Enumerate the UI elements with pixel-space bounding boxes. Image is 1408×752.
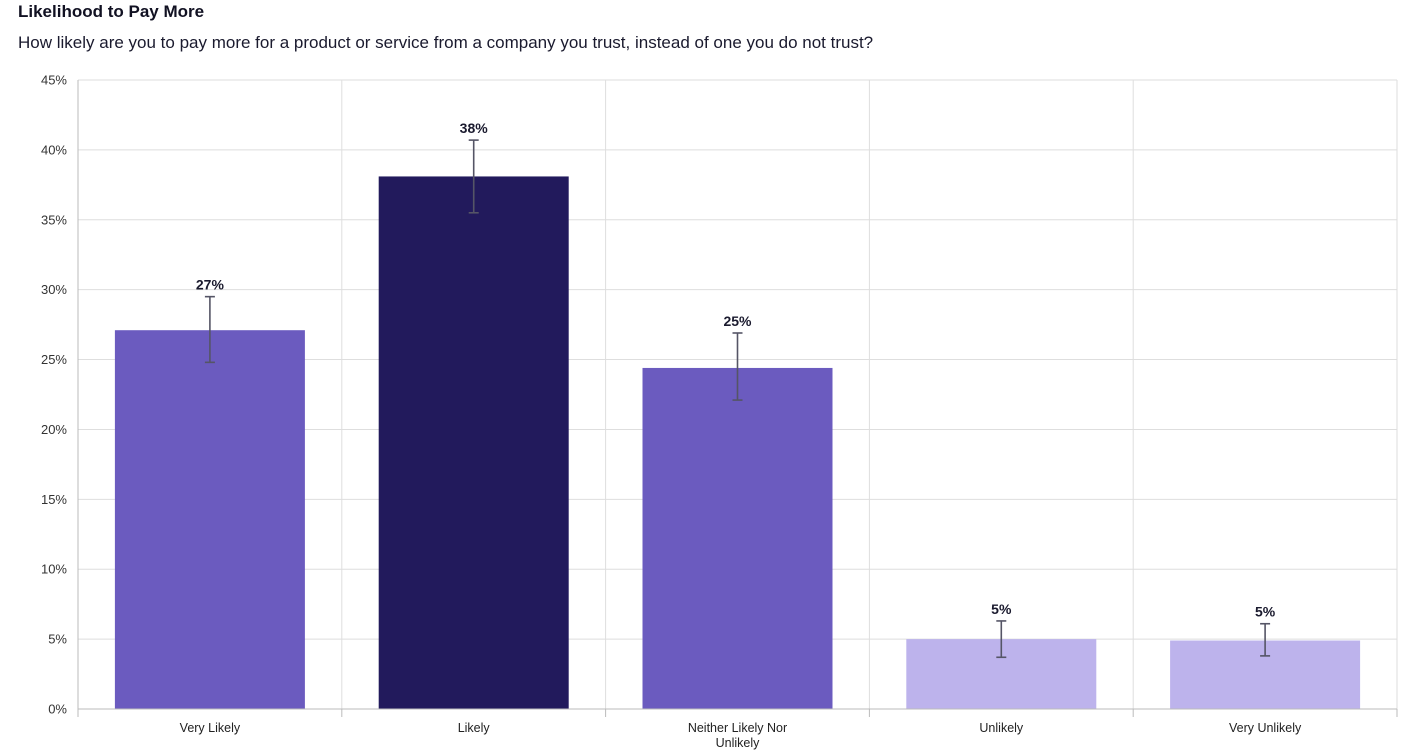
bar [378, 176, 569, 710]
chart-subtitle: How likely are you to pay more for a pro… [18, 33, 874, 52]
y-tick-label: 10% [41, 562, 67, 577]
x-category-label: Very Likely [180, 721, 241, 735]
y-tick-label: 45% [41, 73, 67, 88]
error-bars [204, 139, 1271, 659]
x-category-label-line: Unlikely [979, 721, 1024, 735]
y-tick-label: 15% [41, 492, 67, 507]
x-category-label: Unlikely [979, 721, 1024, 735]
data-label: 5% [991, 601, 1012, 617]
x-category-label: Likely [458, 721, 491, 735]
chart-title: Likelihood to Pay More [18, 2, 205, 21]
y-tick-label: 35% [41, 212, 67, 227]
y-tick-label: 0% [48, 702, 67, 717]
bar [642, 367, 833, 709]
data-label: 25% [723, 313, 752, 329]
x-category-label-line: Very Unlikely [1229, 721, 1302, 735]
x-category-label-line: Neither Likely Nor [688, 721, 787, 735]
y-tick-label: 20% [41, 422, 67, 437]
x-category-label: Neither Likely Nor Unlikely [688, 721, 787, 750]
data-label: 38% [460, 120, 489, 136]
y-tick-label: 30% [41, 282, 67, 297]
data-label: 27% [196, 277, 225, 293]
y-tick-label: 25% [41, 352, 67, 367]
y-tick-label: 40% [41, 142, 67, 157]
y-tick-label: 5% [48, 632, 67, 647]
bar [114, 330, 305, 709]
x-category-label-line: Very Likely [180, 721, 241, 735]
data-label: 5% [1255, 604, 1276, 620]
bars [114, 176, 1361, 710]
data-labels: 27% 38% 25% 5% 5% [196, 120, 1276, 620]
axes: 0% 5% 10% 15% 20% 25% 30% 35% 40% 45% Very Likely L… [41, 73, 1398, 750]
x-category-label-line: Unlikely [716, 736, 761, 750]
x-category-label-line: Likely [458, 721, 491, 735]
x-category-label: Very Unlikely [1229, 721, 1302, 735]
